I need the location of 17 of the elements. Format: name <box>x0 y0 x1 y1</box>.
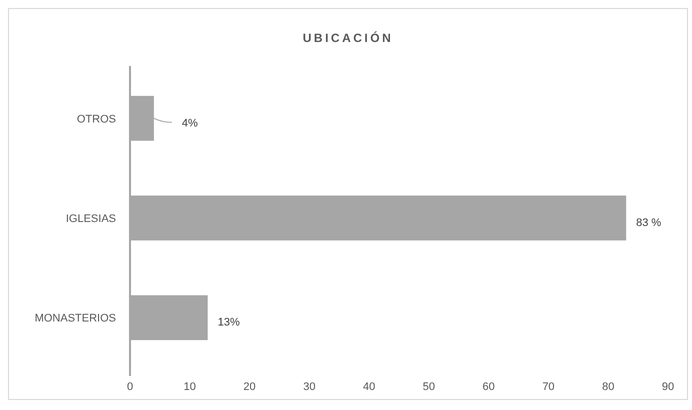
x-tick-label: 80 <box>602 381 614 393</box>
x-tick-label: 10 <box>184 381 196 393</box>
x-tick-label: 40 <box>362 381 376 393</box>
x-tick-label: 20 <box>243 381 256 393</box>
chart-title: UBICACIÓN <box>302 31 394 45</box>
y-tick-label: IGLESIAS <box>66 213 116 225</box>
data-label: 4% <box>182 117 198 130</box>
x-tick-label: 60 <box>482 381 495 393</box>
data-label: 13% <box>218 316 240 329</box>
x-tick-label: 90 <box>662 381 674 393</box>
y-tick-label: OTROS <box>76 113 116 126</box>
x-tick-label: 70 <box>542 381 555 393</box>
x-tick-label: 0 <box>126 381 134 393</box>
x-tick-label: 50 <box>422 381 436 393</box>
y-tick-label: MONASTERIOS <box>34 312 116 325</box>
data-label: 83 % <box>636 217 662 229</box>
x-tick-label: 30 <box>303 381 316 393</box>
